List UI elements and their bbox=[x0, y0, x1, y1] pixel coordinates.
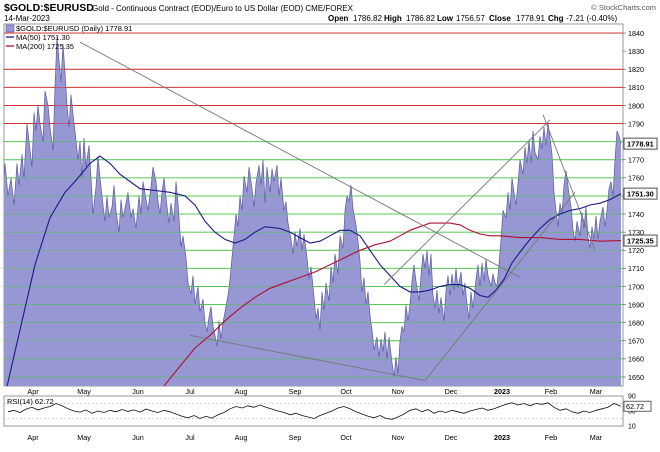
trendline bbox=[79, 41, 521, 278]
x-tick-label: May bbox=[77, 387, 91, 396]
rsi-x-tick-label: Sep bbox=[289, 433, 302, 442]
ohlc-readout: Open 1786.82 High 1786.82 Low 1756.57 Cl… bbox=[328, 14, 617, 23]
trendline bbox=[383, 119, 551, 285]
y-tick-label: 1720 bbox=[628, 246, 644, 255]
y-tick-label: 1800 bbox=[628, 101, 644, 110]
legend-ma200-label: MA(200) 1725.35 bbox=[16, 42, 74, 51]
y-tick-label: 1820 bbox=[628, 65, 644, 74]
price-outline bbox=[4, 36, 622, 377]
legend-price-label: $GOLD:$EURUSD (Daily) 1778.91 bbox=[16, 24, 132, 33]
rsi-title: RSI(14) 62.72 bbox=[7, 397, 54, 406]
open-label: Open bbox=[328, 14, 349, 23]
value-badge-label: 1751.30 bbox=[627, 190, 654, 199]
legend-ma50-label: MA(50) 1751.30 bbox=[16, 33, 70, 42]
rsi-x-tick-label: Feb bbox=[545, 433, 557, 442]
value-badge bbox=[623, 137, 658, 150]
rsi-x-tick-label: Oct bbox=[340, 433, 351, 442]
x-tick-label: Oct bbox=[340, 387, 351, 396]
ma50-line bbox=[6, 155, 622, 386]
symbol-title: $GOLD:$EURUSD bbox=[4, 2, 94, 14]
x-tick-label: Mar bbox=[590, 387, 603, 396]
y-tick-label: 1650 bbox=[628, 373, 644, 382]
rsi-x-tick-label: Apr bbox=[27, 433, 39, 442]
x-tick-label: Apr bbox=[27, 387, 39, 396]
y-tick-label: 1700 bbox=[628, 282, 644, 291]
rsi-x-tick-label: Jun bbox=[132, 433, 144, 442]
rsi-line bbox=[7, 402, 622, 420]
rsi-y-tick-label: 10 bbox=[628, 424, 636, 431]
y-tick-label: 1770 bbox=[628, 156, 644, 165]
value-badge-label: 1725.35 bbox=[627, 237, 654, 246]
y-tick-label: 1680 bbox=[628, 318, 644, 327]
y-tick-label: 1830 bbox=[628, 47, 644, 56]
y-tick-label: 1690 bbox=[628, 300, 644, 309]
trendline-layer bbox=[79, 41, 596, 382]
y-tick-label: 1790 bbox=[628, 119, 644, 128]
rsi-x-axis: Apr May Jun Jul Aug Sep Oct Nov Dec 2023 Feb Mar bbox=[27, 433, 602, 442]
rsi-line-layer bbox=[7, 402, 622, 420]
y-tick-label: 1760 bbox=[628, 174, 644, 183]
y-tick-label: 1840 bbox=[628, 29, 644, 38]
y-tick-label: 1710 bbox=[628, 264, 644, 273]
price-legend: $GOLD:$EURUSD (Daily) 1778.91 MA(50) 175… bbox=[5, 24, 132, 51]
rsi-y-tick-label: 90 bbox=[628, 394, 636, 401]
y-tick-label: 1740 bbox=[628, 210, 644, 219]
rsi-x-tick-label: Jul bbox=[185, 433, 195, 442]
low-label: Low bbox=[437, 14, 454, 23]
price-y-axis: 1650 1660 1670 1680 1690 1700 1710 1720 1730 1740… bbox=[623, 29, 644, 382]
high-value: 1786.82 bbox=[406, 14, 435, 23]
x-tick-label: Aug bbox=[235, 387, 248, 396]
price-area bbox=[4, 36, 621, 386]
stockcharts-watermark: © StockCharts.com bbox=[591, 3, 656, 12]
open-value: 1786.82 bbox=[353, 14, 382, 23]
rsi-x-tick-label: Aug bbox=[235, 433, 248, 442]
rsi-x-tick-label: Dec bbox=[445, 433, 458, 442]
x-tick-label: Feb bbox=[545, 387, 557, 396]
x-tick-label: Sep bbox=[289, 387, 302, 396]
close-value: 1778.91 bbox=[516, 14, 545, 23]
chg-label: Chg bbox=[548, 14, 564, 23]
y-tick-label: 1660 bbox=[628, 355, 644, 364]
trendline bbox=[424, 192, 576, 381]
chg-value: -7.21 (-0.40%) bbox=[566, 14, 617, 23]
x-tick-label: Nov bbox=[392, 387, 405, 396]
price-x-axis: Apr May Jun Jul Aug Sep Oct Nov Dec 2023 Feb Mar bbox=[27, 387, 602, 396]
date-label: 14-Mar-2023 bbox=[4, 14, 50, 23]
symbol-description: Gold - Continuous Contract (EOD)/Euro to… bbox=[92, 4, 354, 13]
rsi-x-tick-label: 2023 bbox=[494, 433, 510, 442]
rsi-badge-label: 62.72 bbox=[626, 402, 644, 411]
rsi-x-tick-label: Nov bbox=[392, 433, 405, 442]
rsi-panel-frame bbox=[3, 395, 624, 427]
rsi-x-tick-label: May bbox=[77, 433, 91, 442]
rsi-badge bbox=[623, 400, 652, 412]
moving-average-layer bbox=[6, 155, 622, 386]
y-tick-label: 1810 bbox=[628, 83, 644, 92]
trendline bbox=[189, 334, 426, 382]
high-label: High bbox=[384, 14, 402, 23]
value-badge bbox=[623, 234, 658, 247]
rsi-x-tick-label: Mar bbox=[590, 433, 603, 442]
close-label: Close bbox=[489, 14, 511, 23]
value-badge-label: 1778.91 bbox=[627, 140, 654, 149]
trendline bbox=[542, 114, 596, 251]
price-panel: 1650 1660 1670 1680 1690 1700 1710 1720 1730 1740… bbox=[3, 23, 658, 396]
x-tick-label: Jul bbox=[185, 387, 195, 396]
legend-price-swatch bbox=[5, 24, 15, 33]
y-tick-label: 1670 bbox=[628, 337, 644, 346]
rsi-y-tick-label: 50 bbox=[628, 409, 636, 416]
y-tick-label: 1730 bbox=[628, 228, 644, 237]
value-badge bbox=[623, 187, 658, 200]
x-tick-label: Dec bbox=[445, 387, 458, 396]
x-tick-label: Jun bbox=[132, 387, 144, 396]
low-value: 1756.57 bbox=[456, 14, 485, 23]
ma200-line bbox=[163, 222, 622, 386]
price-value-badges: 1778.91 1751.30 1725.35 bbox=[623, 137, 658, 247]
x-tick-label: 2023 bbox=[494, 387, 510, 396]
